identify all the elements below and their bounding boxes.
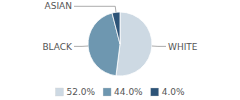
leader-line (152, 46, 166, 47)
legend-swatch (151, 88, 159, 96)
legend-item: 4.0% (151, 87, 185, 97)
pie (88, 12, 152, 76)
legend-item: 44.0% (103, 87, 143, 97)
slice-labels: WHITE BLACK ASIAN (42, 1, 197, 51)
legend-swatch (55, 88, 63, 96)
pie-slice (112, 12, 120, 44)
leader-line (74, 6, 116, 12)
slice-label: WHITE (168, 42, 198, 52)
legend: 52.0% 44.0% 4.0% (55, 87, 185, 97)
leader-line (74, 46, 88, 47)
legend-label: 4.0% (162, 87, 185, 97)
pie-slice (116, 12, 152, 76)
legend-label: 44.0% (114, 87, 143, 97)
legend-item: 52.0% (55, 87, 95, 97)
legend-label: 52.0% (66, 87, 95, 97)
chart: WHITE BLACK ASIAN 52.0% 44.0% 4.0% (0, 0, 240, 100)
legend-swatch (103, 88, 111, 96)
slice-label: ASIAN (45, 1, 72, 11)
slice-label: BLACK (42, 42, 73, 52)
